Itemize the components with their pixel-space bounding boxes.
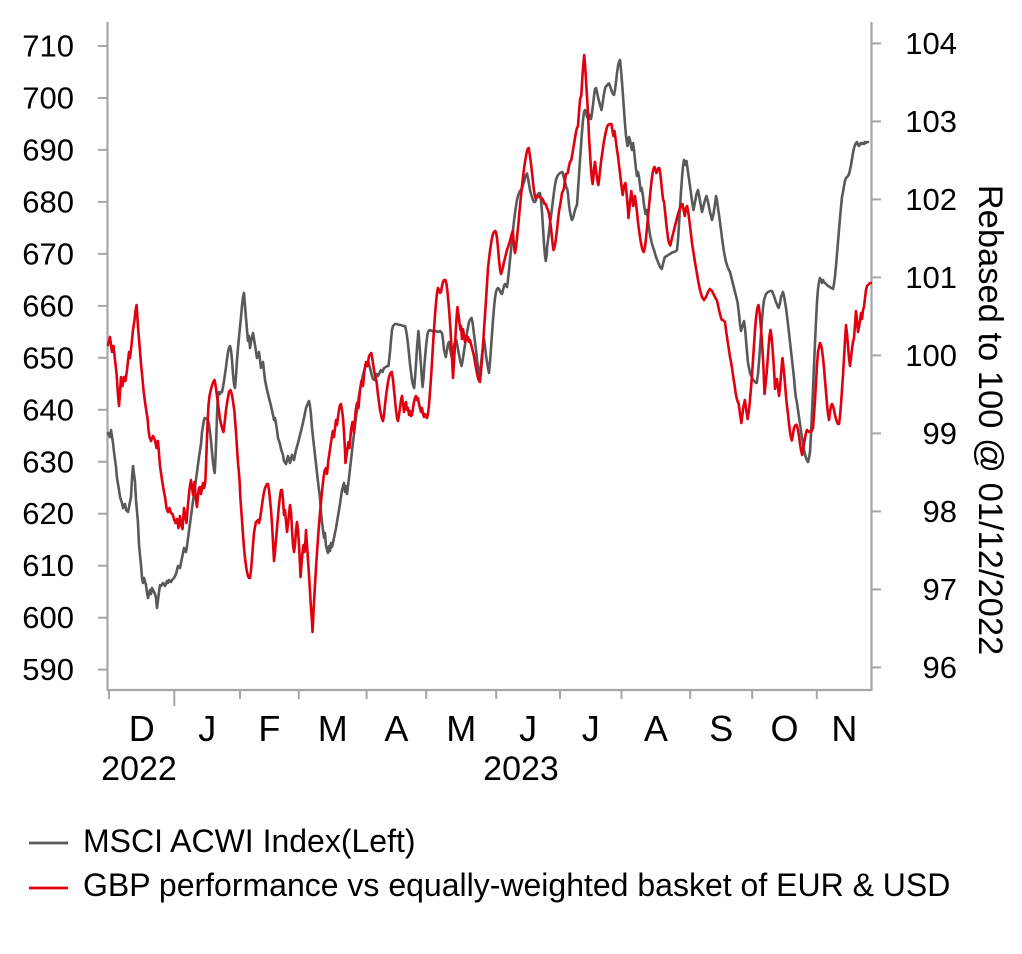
svg-text:700: 700	[22, 81, 74, 116]
svg-text:630: 630	[22, 444, 74, 479]
svg-text:590: 590	[22, 652, 74, 687]
svg-text:A: A	[384, 708, 408, 749]
svg-text:690: 690	[22, 132, 74, 167]
svg-text:MSCI ACWI Index(Left): MSCI ACWI Index(Left)	[83, 823, 416, 859]
svg-text:O: O	[770, 708, 798, 749]
svg-text:J: J	[198, 708, 216, 749]
svg-text:F: F	[258, 708, 280, 749]
svg-text:640: 640	[22, 392, 74, 427]
svg-text:98: 98	[923, 494, 957, 529]
svg-text:610: 610	[22, 548, 74, 583]
svg-text:102: 102	[905, 182, 957, 217]
svg-text:Rebased to 100 @ 01/12/2022: Rebased to 100 @ 01/12/2022	[971, 185, 1009, 655]
svg-text:97: 97	[923, 572, 957, 607]
svg-text:GBP performance vs equally-wei: GBP performance vs equally-weighted bask…	[83, 867, 950, 903]
svg-text:99: 99	[923, 416, 957, 451]
svg-text:104: 104	[905, 26, 957, 61]
svg-text:650: 650	[22, 340, 74, 375]
svg-text:2023: 2023	[483, 750, 559, 788]
svg-text:D: D	[129, 708, 155, 749]
svg-text:96: 96	[923, 650, 957, 685]
svg-text:101: 101	[905, 260, 957, 295]
svg-text:620: 620	[22, 496, 74, 531]
svg-text:2022: 2022	[101, 750, 177, 788]
svg-text:M: M	[446, 708, 476, 749]
svg-text:600: 600	[22, 600, 74, 635]
svg-text:100: 100	[905, 338, 957, 373]
svg-text:A: A	[644, 708, 668, 749]
svg-text:N: N	[831, 708, 857, 749]
svg-text:M: M	[318, 708, 348, 749]
svg-text:680: 680	[22, 184, 74, 219]
svg-text:S: S	[709, 708, 733, 749]
svg-text:103: 103	[905, 104, 957, 139]
svg-text:J: J	[519, 708, 537, 749]
svg-text:J: J	[582, 708, 600, 749]
svg-text:660: 660	[22, 288, 74, 323]
svg-text:710: 710	[22, 29, 74, 64]
svg-text:670: 670	[22, 236, 74, 271]
